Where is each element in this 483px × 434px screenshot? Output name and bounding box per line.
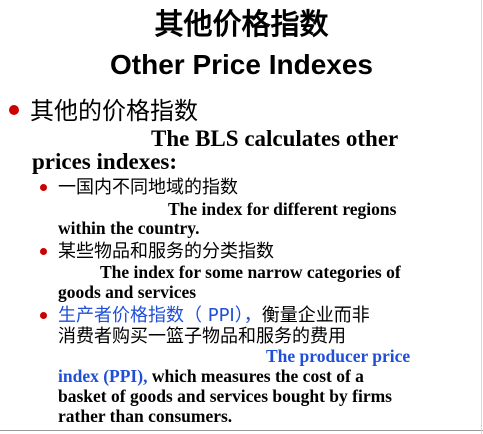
sub-point-1-chinese: 一国内不同地域的指数 xyxy=(58,177,238,198)
sub-point-3-chinese-line2: 消费者购买一篮子物品和服务的费用 xyxy=(58,326,346,347)
main-point-english-line1: The BLS calculates other xyxy=(151,126,399,151)
main-point-chinese: 其他的价格指数 xyxy=(30,97,198,125)
sub-point-3-chinese-line1: 生产者价格指数（ PPI），衡量企业而非 xyxy=(58,304,370,328)
ppi-highlight-english-line1: The producer price xyxy=(266,346,411,366)
sub-bullet-icon xyxy=(40,184,47,191)
ppi-highlight-chinese: 生产者价格指数（ PPI）， xyxy=(58,305,262,326)
ppi-description-english: which measures the cost of a xyxy=(147,366,364,386)
sub-point-2-english-line1: The index for some narrow categories of xyxy=(100,262,401,282)
sub-point-1-english-line1: The index for different regions xyxy=(168,199,397,219)
sub-bullet-icon xyxy=(40,312,47,319)
main-point-english-line2: prices indexes: xyxy=(32,149,178,174)
sub-point-3-english-line4: rather than consumers. xyxy=(58,406,233,426)
slide-title-english: Other Price Indexes xyxy=(109,49,373,80)
slide-title-chinese: 其他价格指数 xyxy=(154,7,329,41)
sub-point-2-english-line2: goods and services xyxy=(58,282,197,302)
ppi-description-chinese-start: 衡量企业而非 xyxy=(261,305,370,326)
right-border xyxy=(481,0,482,434)
sub-point-3-english-line3: basket of goods and services bought by f… xyxy=(58,386,392,406)
bottom-border xyxy=(0,430,483,431)
ppi-highlight-english-line2: index (PPI), xyxy=(58,366,148,386)
bullet-icon xyxy=(9,105,19,115)
sub-point-2-chinese: 某些物品和服务的分类指数 xyxy=(58,241,274,262)
sub-bullet-icon xyxy=(40,248,47,255)
sub-point-1-english-line2: within the country. xyxy=(58,218,200,238)
sub-point-3-english-line2: index (PPI), which measures the cost of … xyxy=(58,366,364,386)
